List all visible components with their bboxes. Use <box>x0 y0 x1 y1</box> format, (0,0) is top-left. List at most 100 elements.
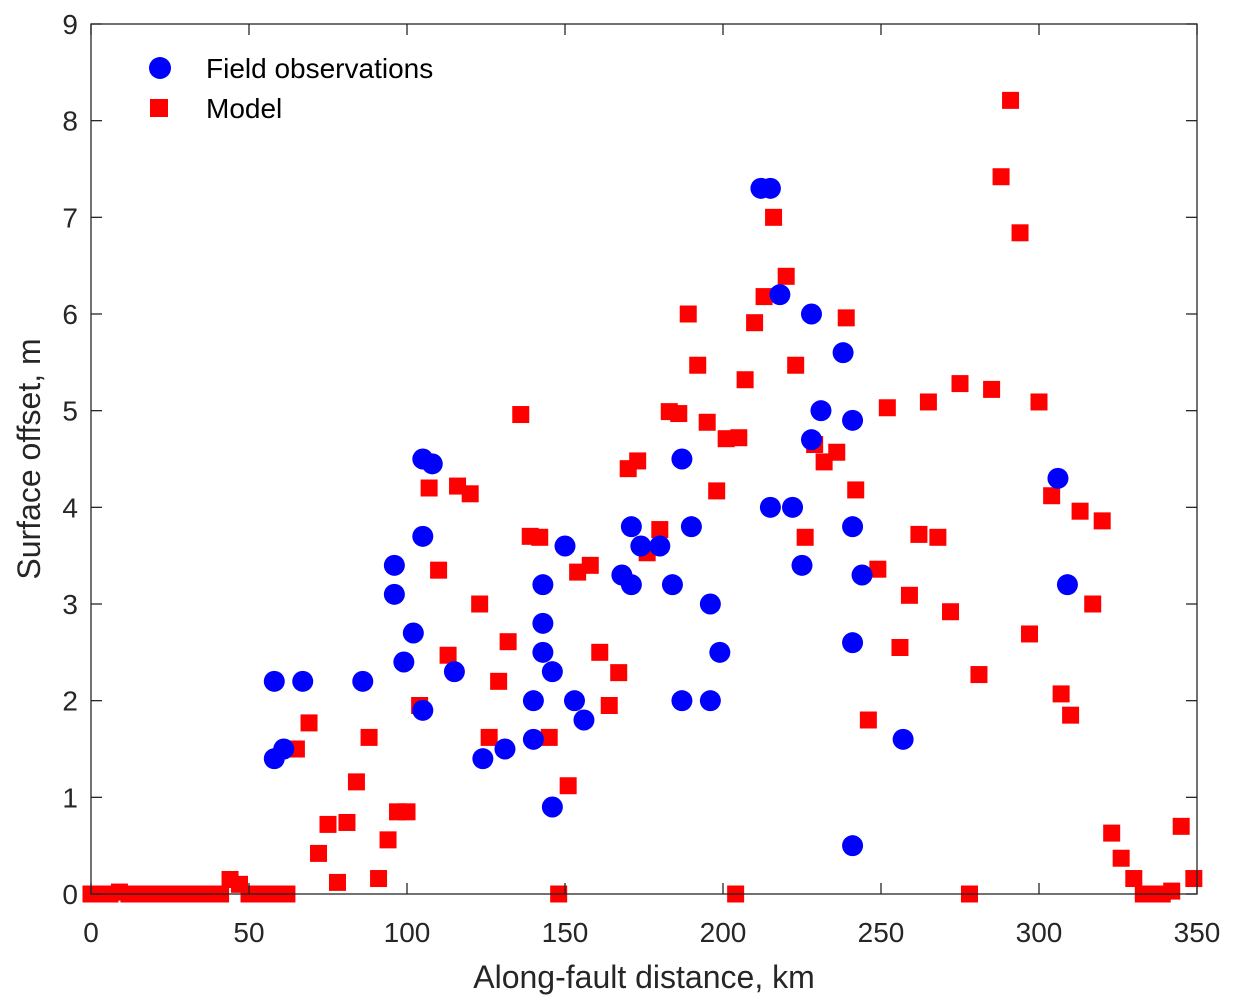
field-observation-point-40 <box>759 496 781 518</box>
model-point-71 <box>765 208 783 226</box>
series-field-observations <box>263 177 1078 857</box>
x-tick-label-2: 100 <box>384 917 431 948</box>
model-point-61 <box>679 305 697 323</box>
model-point-73 <box>787 356 805 374</box>
model-point-23 <box>300 714 318 732</box>
field-observation-point-32 <box>671 448 693 470</box>
field-observation-point-6 <box>383 583 405 605</box>
model-point-67 <box>730 429 748 447</box>
x-tick-label-0: 0 <box>83 917 99 948</box>
model-point-64 <box>708 482 726 500</box>
field-observation-point-33 <box>671 690 693 712</box>
x-tick-label-1: 50 <box>233 917 264 948</box>
model-point-103 <box>1093 512 1111 530</box>
model-point-83 <box>891 639 909 656</box>
model-point-79 <box>847 481 865 499</box>
model-point-89 <box>951 375 969 393</box>
legend-label-model: Model <box>206 93 282 124</box>
model-point-101 <box>1071 502 1089 520</box>
model-point-40 <box>471 595 489 613</box>
model-point-27 <box>338 813 356 831</box>
field-observation-point-48 <box>842 409 864 431</box>
field-observation-point-19 <box>532 612 554 634</box>
field-observation-point-46 <box>810 400 832 422</box>
y-tick-label-3: 3 <box>62 589 78 620</box>
field-observation-point-45 <box>800 429 822 451</box>
field-observation-point-4 <box>352 670 374 692</box>
model-point-91 <box>970 666 988 684</box>
model-point-33 <box>398 803 416 821</box>
x-tick-label-4: 200 <box>700 917 747 948</box>
model-point-58 <box>651 521 669 539</box>
model-point-26 <box>328 873 346 891</box>
model-point-39 <box>461 485 479 503</box>
model-point-100 <box>1062 706 1080 724</box>
model-point-87 <box>929 528 947 546</box>
model-point-92 <box>983 380 1001 398</box>
field-observation-point-50 <box>842 632 864 654</box>
field-observation-point-22 <box>541 796 563 818</box>
field-observation-point-14 <box>472 748 494 770</box>
y-tick-label-5: 5 <box>62 396 78 427</box>
model-point-82 <box>878 399 896 417</box>
field-observation-point-8 <box>402 622 424 644</box>
model-point-44 <box>512 406 530 424</box>
y-tick-label-9: 9 <box>62 9 78 40</box>
model-point-49 <box>559 777 577 795</box>
model-point-37 <box>439 646 457 664</box>
field-observation-point-25 <box>573 709 595 731</box>
model-point-88 <box>942 603 960 621</box>
field-observation-point-10 <box>412 525 434 547</box>
model-point-93 <box>992 168 1010 186</box>
field-observation-point-17 <box>522 728 544 750</box>
field-observation-point-23 <box>554 535 576 557</box>
model-point-60 <box>670 405 688 423</box>
field-observation-point-42 <box>782 496 804 518</box>
model-point-54 <box>610 664 628 682</box>
model-point-69 <box>746 314 764 332</box>
model-point-74 <box>796 528 814 546</box>
model-point-35 <box>420 479 438 497</box>
field-observation-point-41 <box>769 284 791 306</box>
data-marks <box>82 91 1203 903</box>
field-observation-point-7 <box>393 651 415 673</box>
field-observation-point-1 <box>263 670 285 692</box>
model-point-104 <box>1103 824 1121 842</box>
field-observation-point-11 <box>412 699 434 721</box>
model-point-28 <box>347 773 365 791</box>
field-observation-point-16 <box>522 690 544 712</box>
model-point-47 <box>540 728 558 746</box>
model-point-29 <box>360 728 378 746</box>
model-point-43 <box>499 633 517 651</box>
x-tick-label-3: 150 <box>542 917 589 948</box>
model-point-112 <box>1185 870 1203 888</box>
model-point-52 <box>591 643 609 661</box>
legend: Field observations Model <box>149 53 433 124</box>
y-tick-label-1: 1 <box>62 782 78 813</box>
field-observation-point-27 <box>620 516 642 538</box>
field-observation-point-44 <box>800 303 822 325</box>
y-tick-label-8: 8 <box>62 106 78 137</box>
field-observation-point-55 <box>1056 574 1078 596</box>
model-point-99 <box>1052 685 1070 703</box>
field-observation-point-2 <box>273 738 295 760</box>
model-point-53 <box>600 697 618 714</box>
legend-marker-model <box>150 99 168 117</box>
y-tick-label-0: 0 <box>62 879 78 910</box>
model-point-36 <box>430 561 448 579</box>
field-observation-point-34 <box>680 516 702 538</box>
model-point-68 <box>736 371 754 389</box>
model-point-98 <box>1043 487 1061 505</box>
x-tick-label-6: 300 <box>1016 917 1063 948</box>
legend-label-field-observations: Field observations <box>206 53 433 84</box>
field-observation-point-47 <box>832 342 854 364</box>
model-point-94 <box>1002 91 1020 109</box>
model-point-95 <box>1011 224 1029 242</box>
field-observation-point-12 <box>421 453 443 475</box>
field-observation-point-30 <box>649 535 671 557</box>
model-point-70 <box>755 288 773 306</box>
model-point-63 <box>698 413 716 431</box>
field-observation-point-49 <box>842 516 864 538</box>
field-observation-point-21 <box>541 661 563 683</box>
